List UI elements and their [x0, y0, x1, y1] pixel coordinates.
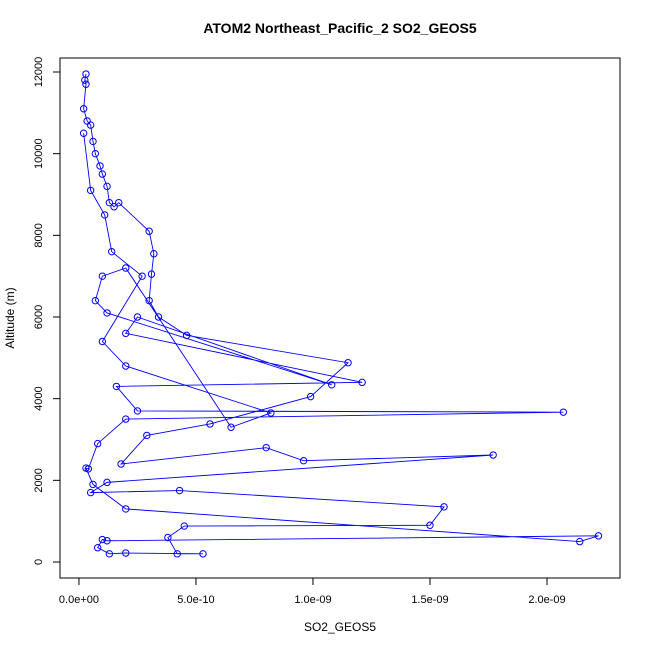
data-point: [86, 186, 95, 195]
plot-frame: [59, 57, 621, 579]
data-point: [122, 329, 130, 338]
data-point: [86, 488, 95, 497]
data-point: [594, 532, 603, 540]
data-point: [103, 478, 111, 487]
data-point: [145, 227, 153, 235]
data-point: [145, 296, 153, 305]
data-point: [180, 522, 188, 530]
data-point: [91, 149, 100, 158]
x-tick-label: 2.0e-09: [528, 594, 565, 606]
data-point: [103, 537, 111, 545]
data-point: [93, 544, 102, 552]
data-point: [267, 409, 275, 417]
data-point: [110, 203, 118, 211]
data-point: [98, 337, 107, 346]
data-point: [98, 170, 107, 178]
data-point: [559, 408, 568, 416]
data-point: [81, 76, 89, 84]
data-point: [426, 521, 434, 529]
data-point: [199, 550, 207, 558]
data-point: [440, 503, 448, 511]
data-point: [344, 359, 352, 367]
data-point: [327, 381, 336, 389]
data-point: [358, 378, 366, 387]
data-point: [108, 247, 116, 256]
data-point: [262, 443, 270, 452]
x-axis-label: SO2_GEOS5: [304, 620, 376, 634]
data-point: [576, 537, 584, 546]
data-point: [175, 486, 184, 495]
data-point: [122, 505, 130, 513]
y-axis-label: Altitude (m): [3, 287, 17, 348]
data-point: [122, 362, 130, 370]
data-point: [91, 296, 100, 305]
data-point: [122, 264, 130, 272]
chart-title: ATOM2 Northeast_Pacific_2 SO2_GEOS5: [203, 20, 477, 36]
x-tick-label: 0.0e+00: [59, 594, 99, 606]
data-point: [154, 313, 163, 321]
data-point: [105, 550, 114, 558]
data-point: [143, 431, 151, 440]
y-tick-label: 12000: [33, 57, 45, 88]
x-tick-label: 5.0e-10: [177, 594, 214, 606]
data-point: [93, 439, 102, 448]
data-point: [82, 80, 90, 88]
data-point: [100, 211, 109, 219]
data-point: [115, 198, 123, 207]
data-point: [133, 313, 142, 321]
data-point: [164, 533, 172, 542]
data-point: [98, 535, 107, 544]
data-point: [133, 407, 142, 415]
data-point: [299, 457, 308, 465]
data-point: [98, 272, 107, 280]
data-point: [96, 162, 104, 170]
data-point: [112, 382, 121, 391]
y-tick-label: 0: [33, 559, 45, 565]
data-point: [86, 121, 95, 129]
data-point: [122, 549, 130, 557]
data-point: [173, 550, 181, 558]
y-tick-label: 8000: [33, 223, 45, 247]
data-point: [103, 309, 111, 317]
data-point: [117, 460, 125, 468]
data-point: [227, 423, 235, 431]
data-point: [489, 451, 497, 459]
data-point: [147, 270, 156, 278]
data-point: [84, 465, 93, 473]
data-point: [105, 198, 114, 207]
data-point: [182, 331, 191, 340]
data-point: [103, 182, 111, 191]
data-point: [306, 392, 315, 401]
x-tick-label: 1.0e-09: [294, 594, 331, 606]
x-tick-label: 1.5e-09: [411, 594, 448, 606]
data-point: [138, 272, 146, 280]
data-point: [79, 129, 88, 137]
data-point: [206, 420, 214, 428]
y-tick-label: 2000: [33, 468, 45, 492]
data-point: [122, 415, 130, 423]
y-tick-label: 10000: [33, 138, 45, 169]
data-point: [150, 250, 158, 258]
data-point: [89, 480, 97, 489]
y-tick-label: 4000: [33, 386, 45, 410]
y-tick-label: 6000: [33, 305, 45, 329]
data-point: [89, 137, 97, 146]
data-point: [79, 105, 88, 113]
